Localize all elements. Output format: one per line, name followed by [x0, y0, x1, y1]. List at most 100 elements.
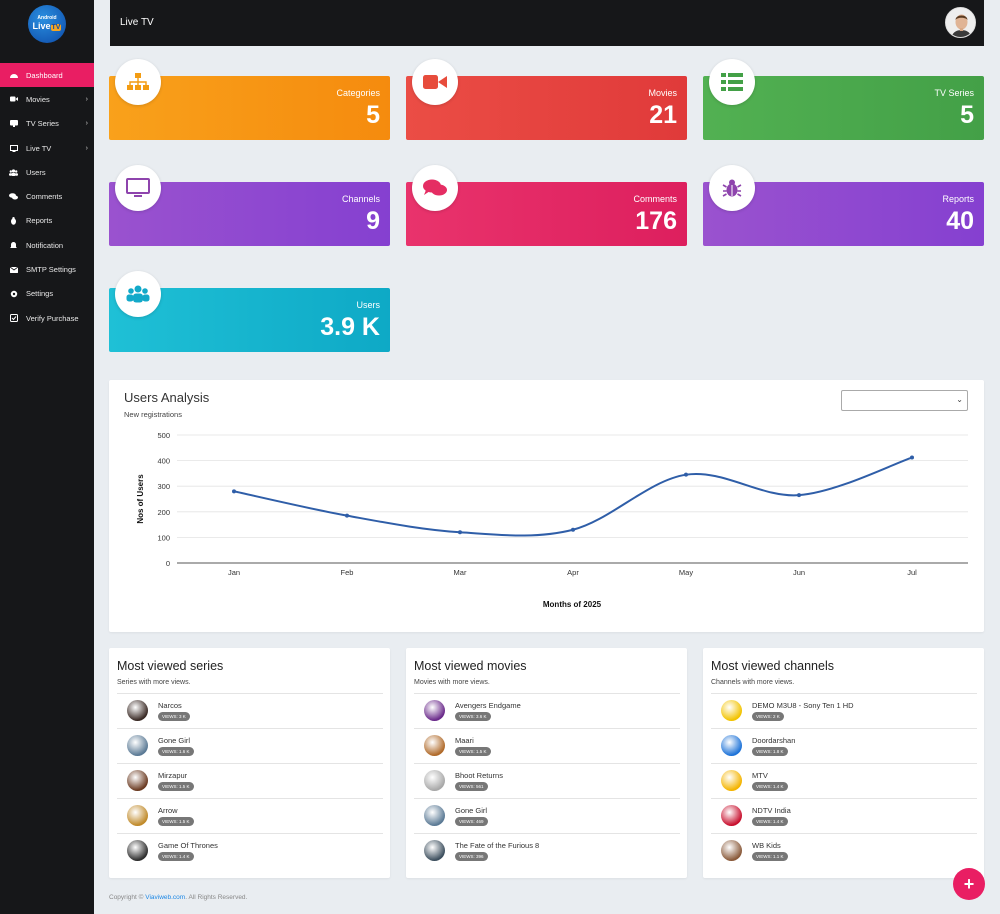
top-bar: Live TV — [110, 0, 984, 46]
item-name: Game Of Thrones — [158, 841, 218, 850]
item-name: Avengers Endgame — [455, 701, 521, 710]
views-badge: VIEWS: 3 K — [158, 712, 190, 721]
list-subtitle: Series with more views. — [117, 679, 191, 686]
views-badge: VIEWS: 1.5 K — [158, 782, 194, 791]
live-tv-icon — [9, 144, 18, 153]
app-logo[interactable]: Android LiveTV — [28, 5, 66, 43]
list-item[interactable]: NDTV India VIEWS: 1.4 K — [711, 798, 977, 833]
list-item[interactable]: Game Of Thrones VIEWS: 1.4 K — [117, 833, 383, 868]
stat-card-movies[interactable]: Movies 21 — [406, 59, 687, 140]
x-tick-label: Apr — [567, 568, 579, 577]
list-item[interactable]: Maari VIEWS: 1.5 K — [414, 728, 680, 763]
chevron-right-icon: › — [85, 144, 88, 152]
chevron-right-icon: › — [85, 95, 88, 103]
views-badge: VIEWS: 1.5 K — [158, 817, 194, 826]
views-badge: VIEWS: 1.6 K — [158, 747, 194, 756]
comments-icon — [9, 192, 18, 201]
list-title: Most viewed movies — [414, 659, 527, 673]
chart-subtitle: New registrations — [124, 410, 182, 419]
sidebar-item-reports[interactable]: Reports — [0, 209, 94, 233]
list-item[interactable]: Narcos VIEWS: 3 K — [117, 693, 383, 728]
stat-card-users[interactable]: Users 3.9 K — [109, 271, 390, 352]
data-point — [571, 527, 575, 532]
users-icon — [9, 168, 18, 177]
avatar-portrait-icon — [946, 8, 975, 37]
users-line-chart: 0 100 200 300 400 500 Jan Feb Mar Apr May Jun Jul Mon… — [136, 431, 968, 609]
x-tick-label: Jan — [228, 568, 240, 577]
sidebar-item-dashboard[interactable]: Dashboard — [0, 63, 94, 88]
thumbnail — [127, 770, 148, 791]
item-name: Doordarshan — [752, 736, 796, 745]
list-item[interactable]: The Fate of the Furious 8 VIEWS: 396 — [414, 833, 680, 868]
data-point — [910, 455, 914, 460]
sidebar-item-smtp-settings[interactable]: SMTP Settings — [0, 257, 94, 281]
sidebar-item-comments[interactable]: Comments — [0, 184, 94, 208]
list-item[interactable]: DEMO M3U8 - Sony Ten 1 HD VIEWS: 2 K — [711, 693, 977, 728]
y-tick-label: 0 — [166, 559, 170, 568]
stat-card-comments[interactable]: Comments 176 — [406, 165, 687, 246]
list-item[interactable]: Gone Girl VIEWS: 469 — [414, 798, 680, 833]
thumbnail — [127, 700, 148, 721]
list-item[interactable]: Mirzapur VIEWS: 1.5 K — [117, 763, 383, 798]
list-item[interactable]: Doordarshan VIEWS: 1.8 K — [711, 728, 977, 763]
thumbnail — [424, 805, 445, 826]
stat-card-tv-series[interactable]: TV Series 5 — [703, 59, 984, 140]
channels-list: DEMO M3U8 - Sony Ten 1 HD VIEWS: 2 K Doord… — [711, 693, 977, 868]
list-item[interactable]: Bhoot Returns VIEWS: 561 — [414, 763, 680, 798]
gear-icon — [9, 289, 18, 298]
sidebar-item-movies[interactable]: Movies › — [0, 87, 94, 111]
views-badge: VIEWS: 469 — [455, 817, 488, 826]
views-badge: VIEWS: 396 — [455, 852, 488, 861]
sidebar-item-notification[interactable]: Notification — [0, 233, 94, 257]
sidebar-item-settings[interactable]: Settings — [0, 282, 94, 306]
thumbnail — [721, 805, 742, 826]
thumbnail — [127, 840, 148, 861]
views-badge: VIEWS: 1.4 K — [752, 817, 788, 826]
item-name: Bhoot Returns — [455, 771, 503, 780]
user-avatar[interactable] — [945, 7, 976, 38]
footer-link[interactable]: Viaviweb.com — [145, 894, 186, 901]
list-item[interactable]: Gone Girl VIEWS: 1.6 K — [117, 728, 383, 763]
chat-bubbles-icon — [412, 165, 458, 211]
bug-icon — [709, 165, 755, 211]
stat-card-categories[interactable]: Categories 5 — [109, 59, 390, 140]
views-badge: VIEWS: 1.8 K — [752, 747, 788, 756]
sidebar-item-users[interactable]: Users — [0, 160, 94, 184]
list-item[interactable]: MTV VIEWS: 1.4 K — [711, 763, 977, 798]
stat-card-reports[interactable]: Reports 40 — [703, 165, 984, 246]
add-fab-button[interactable]: + — [953, 868, 985, 900]
stat-card-channels[interactable]: Channels 9 — [109, 165, 390, 246]
sidebar-item-tv-series[interactable]: TV Series › — [0, 112, 94, 136]
sidebar-item-live-tv[interactable]: Live TV › — [0, 136, 94, 160]
list-item[interactable]: Avengers Endgame VIEWS: 3.6 K — [414, 693, 680, 728]
period-select[interactable]: ⌄ — [841, 390, 968, 411]
thumbnail — [721, 840, 742, 861]
list-title: Most viewed channels — [711, 659, 834, 673]
thumbnail — [127, 805, 148, 826]
item-name: DEMO M3U8 - Sony Ten 1 HD — [752, 701, 854, 710]
x-axis-label: Months of 2025 — [543, 600, 602, 609]
chevron-right-icon: › — [85, 120, 88, 128]
x-tick-label: May — [679, 568, 693, 577]
dashboard-icon — [9, 71, 18, 80]
item-name: Narcos — [158, 701, 182, 710]
envelope-icon — [9, 265, 18, 274]
page-title: Live TV — [120, 17, 154, 28]
list-icon — [709, 59, 755, 105]
views-badge: VIEWS: 2 K — [752, 712, 784, 721]
reports-icon — [9, 216, 18, 225]
list-item[interactable]: WB Kids VIEWS: 1.1 K — [711, 833, 977, 868]
list-item[interactable]: Arrow VIEWS: 1.5 K — [117, 798, 383, 833]
item-name: MTV — [752, 771, 768, 780]
x-tick-label: Jul — [907, 568, 917, 577]
list-title: Most viewed series — [117, 659, 224, 673]
thumbnail — [424, 735, 445, 756]
x-tick-label: Mar — [454, 568, 467, 577]
item-name: NDTV India — [752, 806, 791, 815]
sidebar-item-verify-purchase[interactable]: Verify Purchase — [0, 306, 94, 330]
views-badge: VIEWS: 1.4 K — [752, 782, 788, 791]
users-group-icon — [115, 271, 161, 317]
views-badge: VIEWS: 1.4 K — [158, 852, 194, 861]
sidebar: Android LiveTV Dashboard Movies › TV Ser… — [0, 0, 94, 914]
thumbnail — [721, 735, 742, 756]
